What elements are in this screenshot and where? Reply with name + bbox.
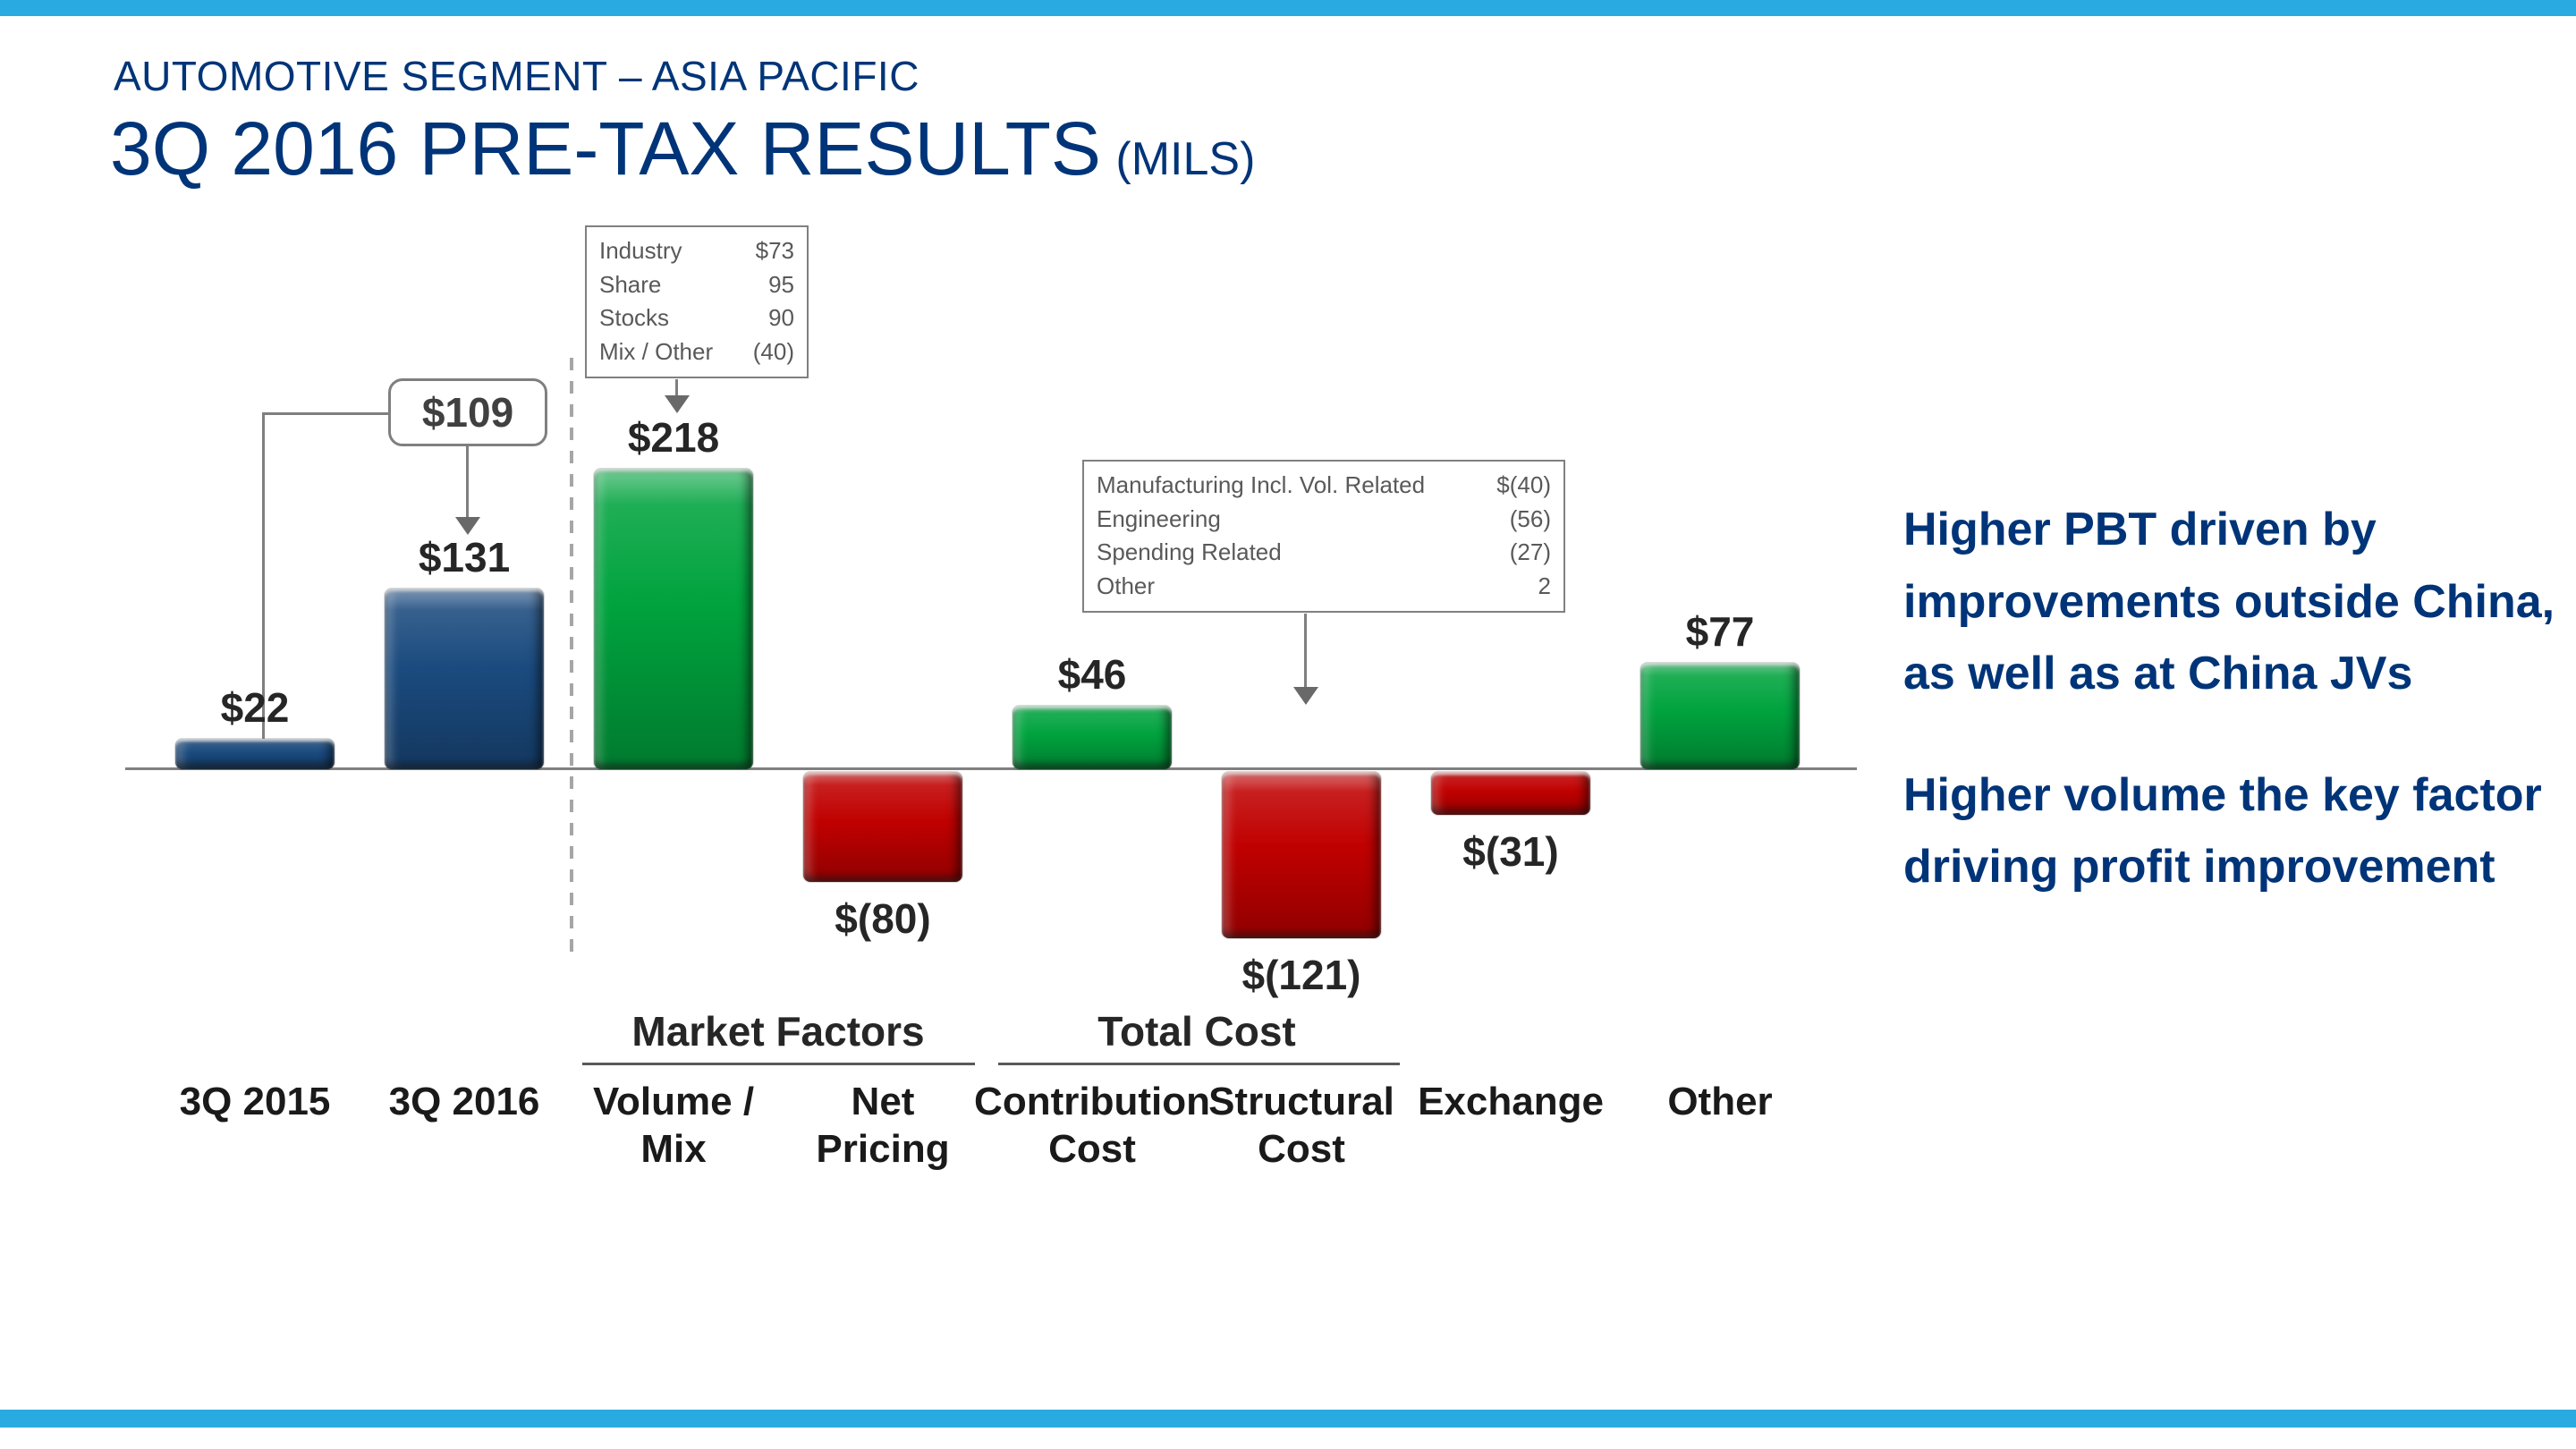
- annotation-row: Spending Related (27): [1097, 536, 1551, 570]
- slide-title-units: (MILS): [1115, 133, 1256, 185]
- annotation-value: (27): [1509, 538, 1551, 566]
- axis-label-volume-mix: Volume / Mix: [592, 1080, 755, 1171]
- bar-net-pricing: [803, 772, 962, 882]
- commentary: Higher PBT driven by improvements outsid…: [1903, 494, 2565, 953]
- bar-structural-cost: [1222, 772, 1381, 938]
- x-axis-baseline: [125, 767, 1857, 770]
- bar-other: [1640, 663, 1800, 769]
- annotation-row: Share 95: [599, 268, 794, 302]
- bar-value-structural-cost: $(121): [1241, 952, 1361, 998]
- axis-label-3q-2015: 3Q 2015: [179, 1080, 331, 1123]
- group-rule-market-factors: [582, 1063, 975, 1065]
- group-label-market-factors: Market Factors: [631, 1008, 925, 1055]
- annotation-value: 90: [768, 304, 794, 332]
- annotation-value: $(40): [1496, 471, 1551, 498]
- commentary-paragraph-1: Higher PBT driven by improvements outsid…: [1903, 504, 2555, 700]
- delta-callout-arrowhead: [455, 517, 480, 535]
- slide-kicker: AUTOMOTIVE SEGMENT – ASIA PACIFIC: [114, 53, 919, 99]
- delta-callout-connector-horizontal: [262, 412, 388, 415]
- annotation-label: Industry: [599, 237, 682, 264]
- bar-exchange: [1431, 772, 1590, 815]
- bar-value-exchange: $(31): [1462, 828, 1559, 875]
- bar-volume-mix: [594, 469, 753, 769]
- annotation-row: Manufacturing Incl. Vol. Related $(40): [1097, 469, 1551, 503]
- section-divider-dashed-line: [570, 358, 573, 953]
- bottom-accent-bar: [0, 1410, 2576, 1428]
- structural-cost-arrowhead: [1293, 687, 1318, 705]
- volume-mix-arrowhead: [665, 395, 690, 413]
- annotation-row: Engineering (56): [1097, 503, 1551, 537]
- annotation-label: Manufacturing Incl. Vol. Related: [1097, 471, 1426, 498]
- bar-value-other: $77: [1685, 608, 1755, 655]
- volume-mix-arrow-stem: [675, 379, 678, 395]
- bar-contribution-cost: [1013, 706, 1172, 769]
- axis-label-contribution-cost: Contribution Cost: [974, 1080, 1210, 1171]
- annotation-value: (56): [1509, 504, 1551, 532]
- structural-cost-breakdown-box: Manufacturing Incl. Vol. Related $(40) Eng…: [1082, 460, 1565, 613]
- bar-3q-2016: [385, 589, 544, 769]
- delta-callout-arrow-stem: [466, 446, 469, 520]
- bar-3q-2015: [175, 739, 335, 769]
- axis-label-structural-cost: Structural Cost: [1208, 1080, 1394, 1171]
- bar-value-contribution-cost: $46: [1057, 651, 1127, 698]
- axis-label-other: Other: [1667, 1080, 1773, 1123]
- slide-title-text: 3Q 2016 PRE-TAX RESULTS: [110, 106, 1101, 191]
- delta-callout-connector-vertical: [262, 412, 265, 739]
- annotation-value: (40): [752, 338, 794, 366]
- annotation-label: Stocks: [599, 304, 670, 332]
- bar-value-3q-2015: $22: [220, 684, 290, 731]
- annotation-label: Mix / Other: [599, 338, 714, 366]
- annotation-label: Other: [1097, 572, 1156, 600]
- slide-title: 3Q 2016 PRE-TAX RESULTS (MILS): [110, 106, 1255, 192]
- annotation-row: Mix / Other (40): [599, 335, 794, 369]
- axis-label-net-pricing: Net Pricing: [816, 1080, 950, 1171]
- annotation-row: Industry $73: [599, 234, 794, 268]
- volume-mix-breakdown-box: Industry $73 Share 95 Stocks 90 Mix / Other (40…: [585, 225, 809, 378]
- commentary-paragraph-2: Higher volume the key factor driving pro…: [1903, 768, 2542, 894]
- group-label-total-cost: Total Cost: [1097, 1008, 1296, 1055]
- delta-callout-value: $109: [421, 389, 514, 436]
- annotation-value: 2: [1538, 572, 1551, 600]
- annotation-row: Stocks 90: [599, 301, 794, 335]
- annotation-label: Share: [599, 270, 662, 298]
- delta-callout: $109: [388, 378, 547, 446]
- group-rule-total-cost: [998, 1063, 1400, 1065]
- axis-label-exchange: Exchange: [1418, 1080, 1604, 1123]
- bar-value-volume-mix: $218: [627, 414, 720, 461]
- annotation-label: Spending Related: [1097, 538, 1282, 566]
- bar-value-net-pricing: $(80): [835, 895, 931, 942]
- bar-value-3q-2016: $131: [418, 534, 511, 580]
- structural-cost-arrow-stem: [1304, 614, 1307, 689]
- annotation-row: Other 2: [1097, 570, 1551, 604]
- annotation-value: 95: [768, 270, 794, 298]
- annotation-value: $73: [755, 237, 794, 264]
- annotation-label: Engineering: [1097, 504, 1221, 532]
- axis-label-3q-2016: 3Q 2016: [388, 1080, 540, 1123]
- top-accent-bar: [0, 0, 2576, 16]
